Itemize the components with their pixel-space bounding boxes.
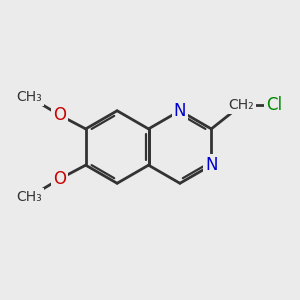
Text: CH₃: CH₃ [16, 190, 42, 204]
Text: N: N [205, 156, 218, 174]
Text: Cl: Cl [266, 96, 282, 114]
Text: O: O [53, 106, 66, 124]
Text: CH₂: CH₂ [228, 98, 254, 112]
Text: CH₃: CH₃ [16, 90, 42, 104]
Text: N: N [174, 102, 186, 120]
Text: O: O [53, 170, 66, 188]
